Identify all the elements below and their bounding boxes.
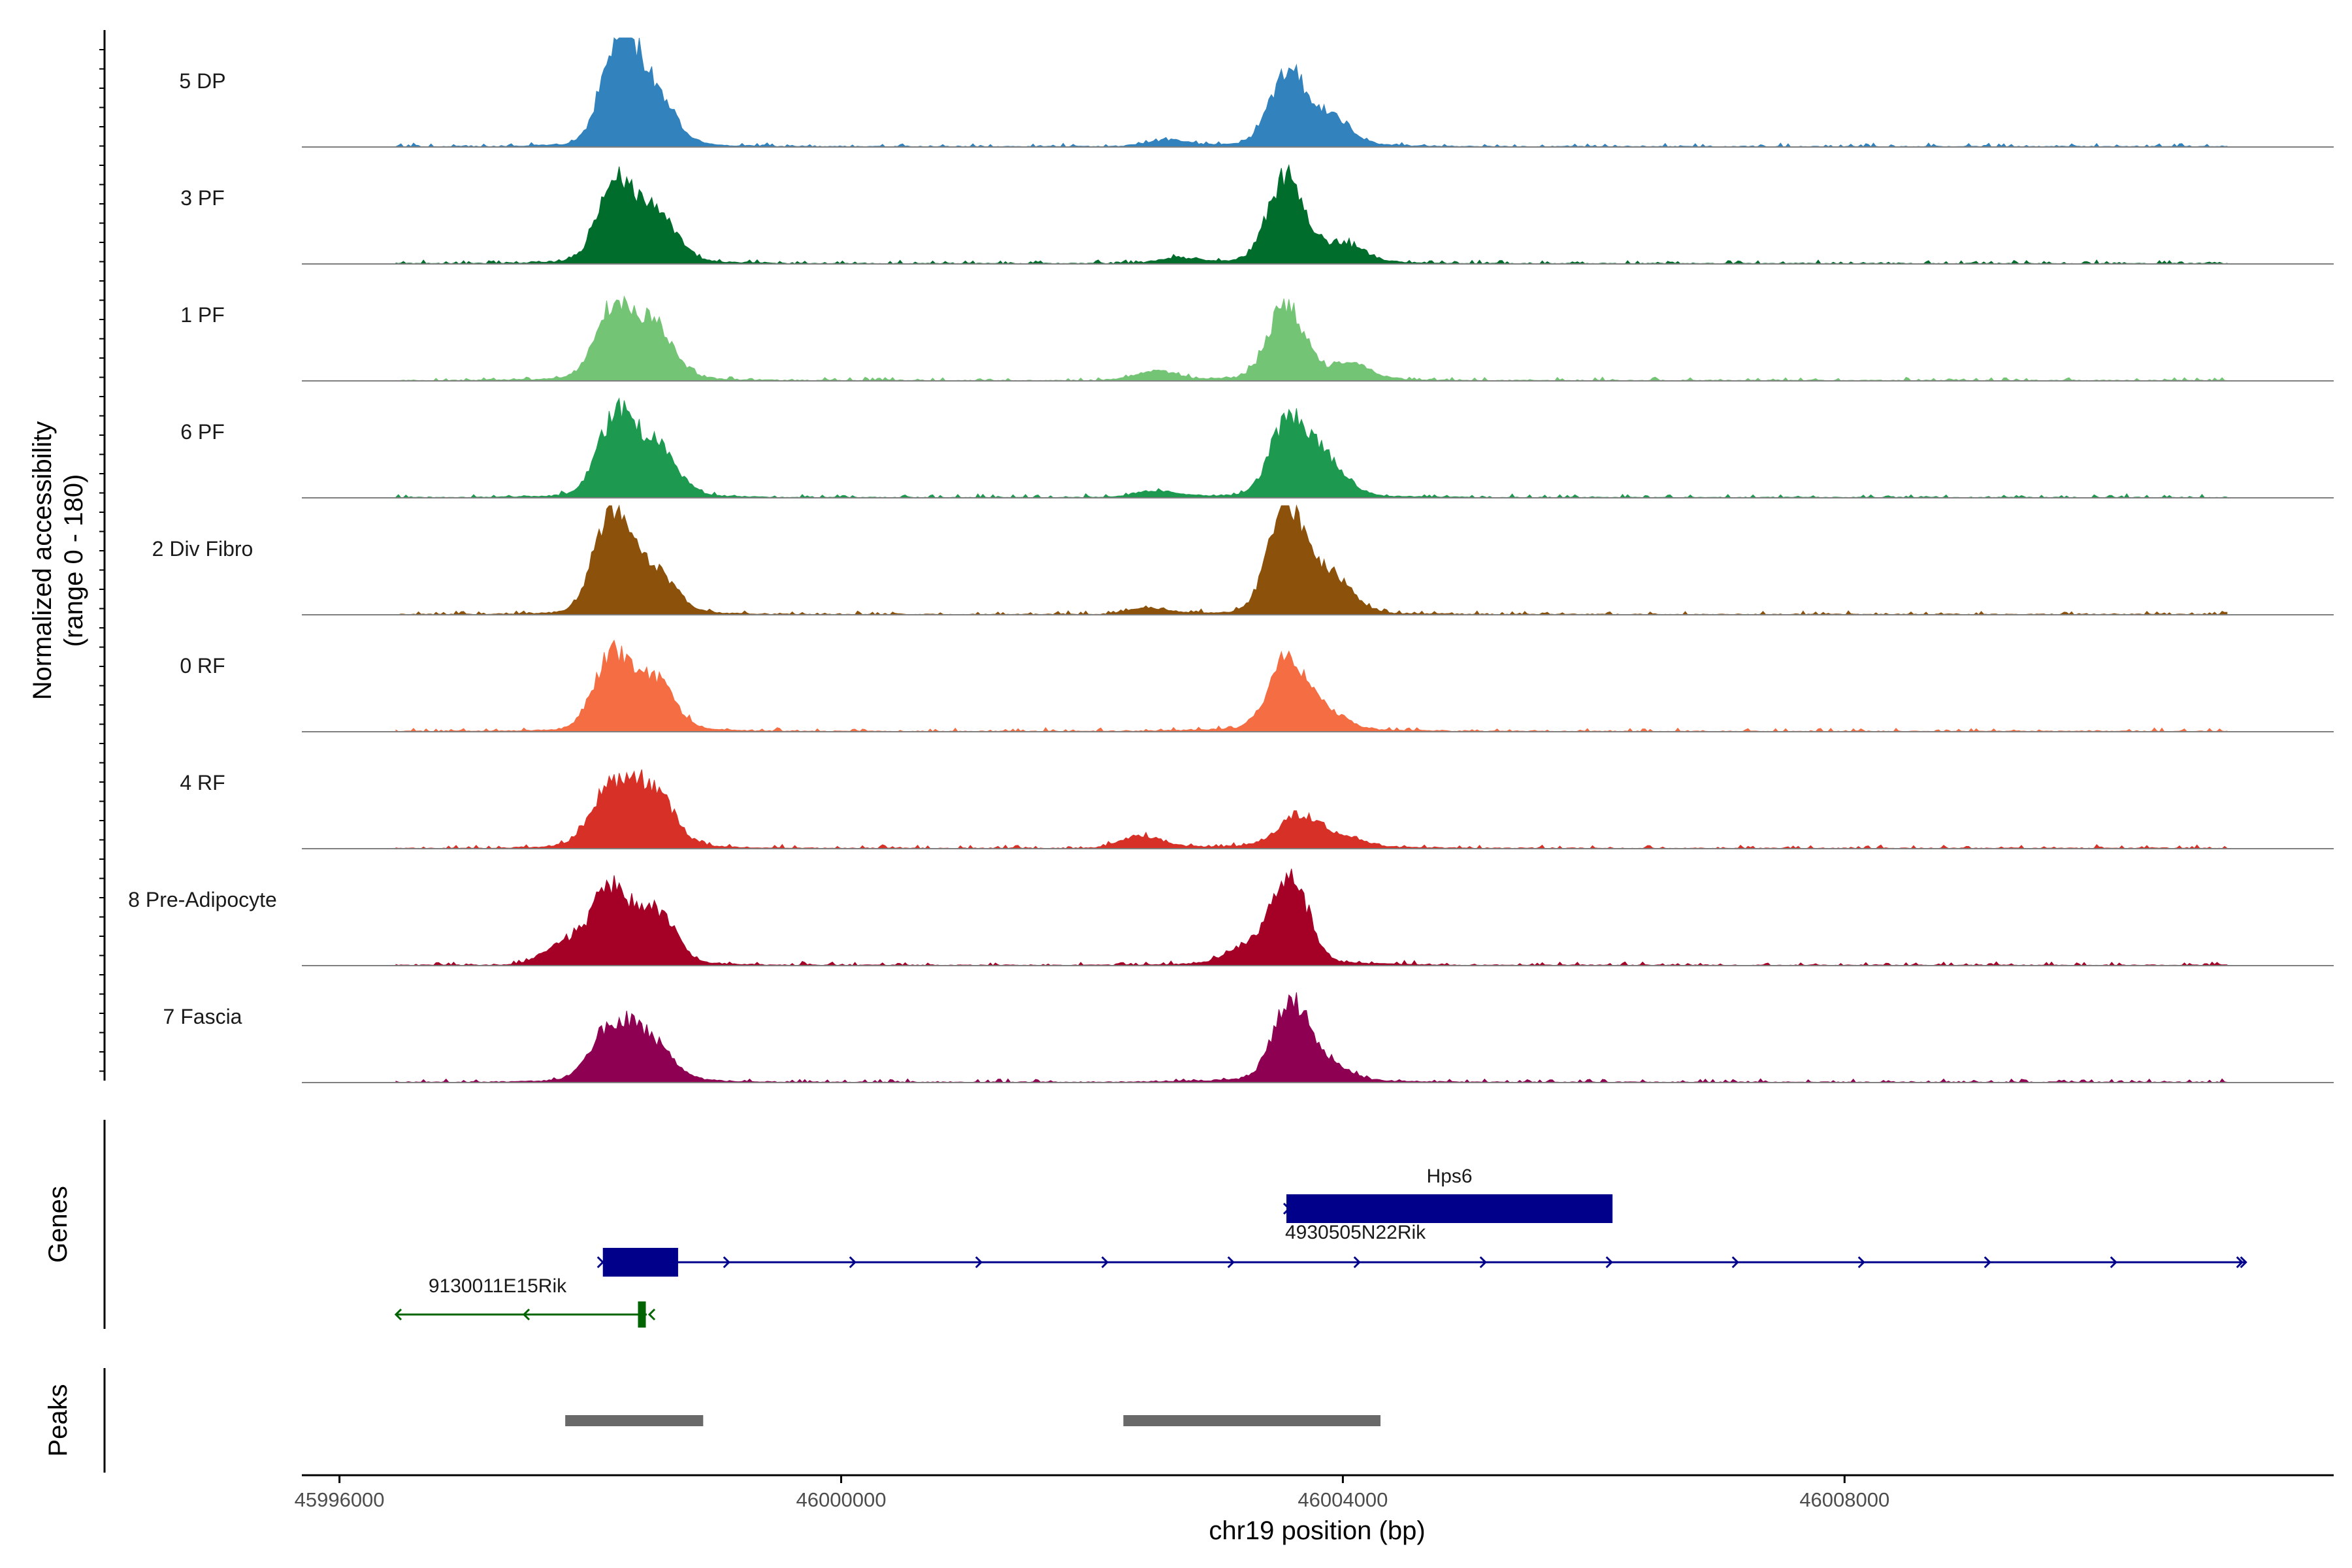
coverage-area [395,639,2228,732]
coverage-area [395,992,2228,1083]
coverage-tracks: 5 DP 3 PF 1 PF 6 PF 2 Div Fibro 0 RF 4 RF 8 Pre… [128,37,2334,1083]
track-label: 5 DP [179,69,225,93]
track-1-pf: 1 PF [180,295,2334,382]
strand-arrow [394,1308,402,1321]
coverage-area [395,504,2228,615]
strand-arrow [1731,1256,1739,1269]
strand-arrow [596,1256,604,1269]
x-tick-label: 46008000 [1799,1488,1889,1511]
track-label: 2 Div Fibro [152,537,253,561]
track-8-pre-adipocyte: 8 Pre-Adipocyte [128,868,2334,966]
track-label: 1 PF [180,303,225,327]
y-axis-range-label: (range 0 - 180) [59,474,88,647]
gene-label: 9130011E15Rik [429,1275,567,1297]
track-label: 3 PF [180,186,225,210]
peak-regions [565,1415,1380,1426]
track-4-rf: 4 RF [180,769,2334,849]
track-0-rf: 0 RF [180,639,2334,732]
strand-arrow [2240,1256,2247,1269]
genes-track-label: Genes [44,1186,73,1263]
strand-arrow [1227,1256,1235,1269]
coverage-area [395,163,2228,265]
exon [638,1301,646,1328]
peaks-track-label: Peaks [44,1384,73,1456]
strand-arrow [1101,1256,1109,1269]
strand-arrow [1282,1202,1291,1215]
track-label: 8 Pre-Adipocyte [128,888,277,911]
coverage-area [395,37,2228,148]
peak-region [1123,1415,1380,1426]
gene-label: Hps6 [1427,1166,1473,1187]
track-label: 4 RF [180,771,225,794]
track-6-pf: 6 PF [180,397,2334,498]
track-5-dp: 5 DP [179,37,2334,148]
coverage-area [395,397,2228,498]
track-7-fascia: 7 Fascia [163,992,2334,1083]
gene-annotations: Hps6 4930505N22Rik 9130011E15Rik [394,1166,2247,1328]
peak-region [565,1415,704,1426]
track-label: 7 Fascia [163,1005,242,1028]
y-axis-label: Normalized accessibility [28,421,57,700]
strand-arrow [522,1308,531,1321]
coverage-area [395,868,2228,966]
gene-body [1286,1194,1613,1223]
strand-arrow [2110,1256,2117,1269]
coverage-area [395,295,2228,382]
track-2-div-fibro: 2 Div Fibro [152,504,2334,615]
track-3-pf: 3 PF [180,163,2334,265]
gene-hps6: Hps6 [1282,1166,1613,1223]
x-axis-ticks: 45996000 46000000 46004000 46008000 [295,1475,1889,1511]
strand-arrow [1479,1256,1487,1269]
strand-arrow [975,1256,983,1269]
gene-label: 4930505N22Rik [1285,1222,1426,1243]
x-axis-title: chr19 position (bp) [1209,1516,1425,1545]
gene-4930505n22rik: 4930505N22Rik [596,1222,2247,1277]
y-axis-title: Normalized accessibility (range 0 - 180) [28,421,88,700]
strand-arrow [1984,1256,1991,1269]
track-label: 6 PF [180,420,225,444]
exon [602,1248,678,1277]
coverage-y-ticks [99,49,105,1072]
x-tick-label: 45996000 [295,1488,385,1511]
strand-arrow [1353,1256,1361,1269]
strand-arrow [849,1256,857,1269]
x-tick-label: 46004000 [1298,1488,1388,1511]
strand-arrow [647,1308,656,1321]
strand-arrow [723,1256,730,1269]
x-tick-label: 46000000 [796,1488,887,1511]
gene-9130011e15rik: 9130011E15Rik [394,1275,656,1328]
strand-arrow [2236,1256,2244,1269]
strand-arrow [1857,1256,1865,1269]
coverage-area [395,769,2228,849]
strand-arrow [1605,1256,1613,1269]
track-label: 0 RF [180,654,225,678]
